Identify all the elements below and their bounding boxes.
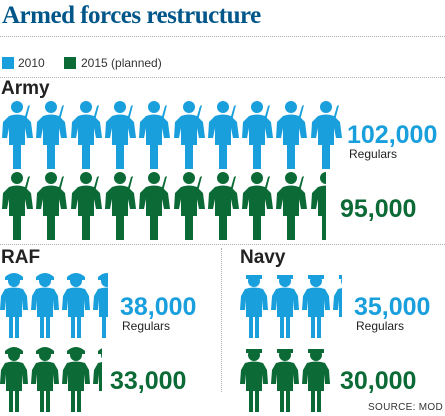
navy-2010-value: 35,000 [354, 293, 431, 321]
legend-swatch-2015 [64, 57, 76, 69]
soldier-icon [70, 101, 102, 169]
soldier-icon [173, 172, 205, 240]
army-divider [0, 244, 445, 245]
army-label: Army [1, 78, 50, 99]
airman-icon [62, 347, 90, 412]
sailor-icon [333, 275, 342, 338]
soldier-icon [276, 172, 308, 240]
soldier-icon [70, 172, 102, 240]
soldier-icon [242, 101, 274, 169]
raf-2010-figures [0, 270, 108, 340]
army-2010-sublabel: Regulars [349, 147, 398, 161]
sailor-icon [271, 275, 299, 338]
sailor-icon [240, 275, 268, 338]
soldier-icon [276, 101, 308, 169]
raf-2010-sublabel: Regulars [122, 319, 171, 333]
soldier-icon [2, 172, 33, 240]
chart-title: Armed forces restructure [2, 2, 261, 29]
navy-2010-figures [240, 270, 342, 340]
army-2010-figures [0, 100, 345, 170]
airman-icon [0, 273, 28, 338]
soldier-icon [207, 101, 239, 169]
legend-divider [0, 77, 445, 78]
sailor-icon [271, 349, 299, 412]
soldier-icon [104, 101, 136, 169]
title-divider [0, 36, 445, 37]
airman-icon [31, 273, 59, 338]
airman-icon [31, 347, 59, 412]
sailor-icon [302, 349, 330, 412]
raf-2015-value: 33,000 [110, 367, 187, 395]
sailor-icon [302, 275, 330, 338]
soldier-icon [344, 137, 345, 138]
navy-2010-sublabel: Regulars [356, 319, 405, 333]
raf-label: RAF [1, 247, 41, 268]
airman-icon [0, 347, 28, 412]
navy-2015-figures [240, 344, 334, 414]
soldier-icon [139, 101, 171, 169]
raf-2010-value: 38,000 [120, 293, 197, 321]
soldier-icon [310, 172, 326, 240]
raf-navy-divider [221, 248, 222, 392]
soldier-icon [173, 101, 205, 169]
airman-icon [93, 273, 108, 338]
army-2010-value: 102,000 [347, 121, 438, 149]
army-2015-value: 95,000 [340, 195, 417, 223]
soldier-icon [310, 101, 342, 169]
soldier-icon [2, 101, 33, 169]
airman-icon [62, 273, 90, 338]
raf-2015-figures [0, 344, 103, 414]
soldier-icon [104, 172, 136, 240]
airman-icon [93, 348, 102, 391]
legend-label-2015: 2015 (planned) [81, 56, 162, 70]
navy-2015-value: 30,000 [340, 367, 417, 395]
legend-label-2010: 2010 [18, 56, 45, 70]
soldier-icon [139, 172, 171, 240]
sailor-icon [240, 349, 268, 412]
army-2015-figures [0, 171, 330, 241]
source-note: SOURCE: MOD [368, 402, 443, 413]
navy-label: Navy [240, 247, 286, 268]
soldier-icon [36, 101, 68, 169]
soldier-icon [207, 172, 239, 240]
soldier-icon [242, 172, 274, 240]
soldier-icon [36, 172, 68, 240]
legend-swatch-2010 [2, 57, 14, 69]
